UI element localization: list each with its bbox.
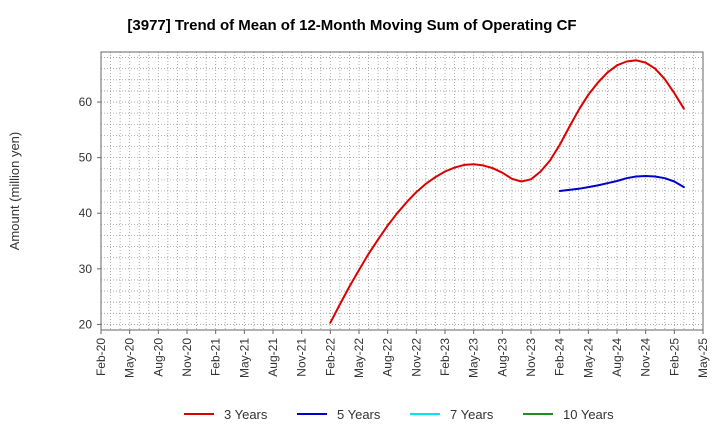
y-tick-label: 40 [79,206,93,220]
x-tick-label: Feb-20 [94,338,108,376]
x-tick-label: May-22 [352,338,366,378]
series-line-3-years [329,59,685,324]
x-tick-label: Nov-21 [295,338,309,377]
x-tick-label: Aug-24 [610,338,624,377]
x-tick-label: May-23 [467,338,481,378]
x-tick-label: Aug-23 [495,338,509,377]
y-axis-label: Amount (million yen) [7,132,22,251]
x-tick-label: Aug-21 [266,338,280,377]
legend-label-7-years: 7 Years [450,407,494,422]
x-tick-label: May-24 [581,338,595,378]
y-tick-label: 50 [79,151,93,165]
x-tick-label: May-25 [696,338,710,378]
x-tick-label: Feb-25 [667,338,681,376]
y-tick-label: 60 [79,95,93,109]
x-tick-label: Nov-20 [180,338,194,377]
x-tick-label: Aug-20 [151,338,165,377]
x-tick-label: Nov-24 [639,338,653,377]
x-tick-label: Feb-22 [323,338,337,376]
x-tick-label: May-21 [237,338,251,378]
y-tick-label: 30 [79,262,93,276]
plot-frame [100,51,704,331]
x-tick-label: May-20 [123,338,137,378]
x-tick-label: Nov-23 [524,338,538,377]
x-tick-label: Aug-22 [381,338,395,377]
x-tick-label: Feb-23 [438,338,452,376]
legend-label-10-years: 10 Years [563,407,614,422]
series-line-5-years [558,175,685,192]
legend-label-3-years: 3 Years [224,407,268,422]
legend-label-5-years: 5 Years [337,407,381,422]
x-tick-label: Feb-21 [209,338,223,376]
legend: 3 Years 5 Years 7 Years 10 Years [184,407,614,422]
y-tick-label: 20 [79,317,93,331]
chart-title: [3977] Trend of Mean of 12-Month Moving … [127,17,576,34]
x-tick-label: Nov-22 [409,338,423,377]
plot-area: 20 30 40 50 60 Feb-20 May-20 Aug-20 Nov-20 Feb-21… [79,51,710,378]
x-tick-label: Feb-24 [553,338,567,376]
